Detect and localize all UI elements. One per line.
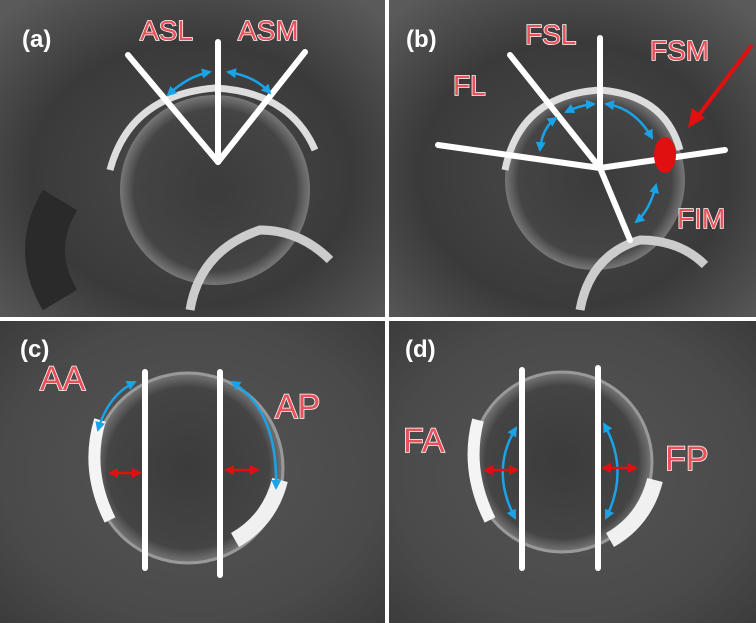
- annotation: ASM: [238, 15, 299, 46]
- panel-label: (d): [405, 336, 436, 363]
- annotation: FSL: [525, 19, 576, 50]
- figure: (a) ASL ASM (b) FSL FL FSM FIM: [0, 0, 756, 623]
- annotation: FSM: [650, 35, 709, 66]
- panel-d: (d) FA FP: [389, 321, 756, 623]
- annotation: FL: [453, 70, 486, 101]
- annotation: FIM: [677, 203, 725, 234]
- annotation: FA: [403, 422, 445, 460]
- panel-c: (c) AA AP: [0, 321, 385, 623]
- annotation: FP: [665, 440, 708, 478]
- panel-label: (a): [22, 26, 51, 53]
- panel-label: (b): [406, 26, 437, 53]
- annotation: AP: [275, 388, 320, 426]
- annotation: ASL: [140, 15, 193, 46]
- annotation: AA: [40, 360, 86, 398]
- panel-label: (c): [20, 336, 49, 363]
- panel-b: (b) FSL FL FSM FIM: [389, 0, 756, 317]
- panel-a: (a) ASL ASM: [0, 0, 385, 317]
